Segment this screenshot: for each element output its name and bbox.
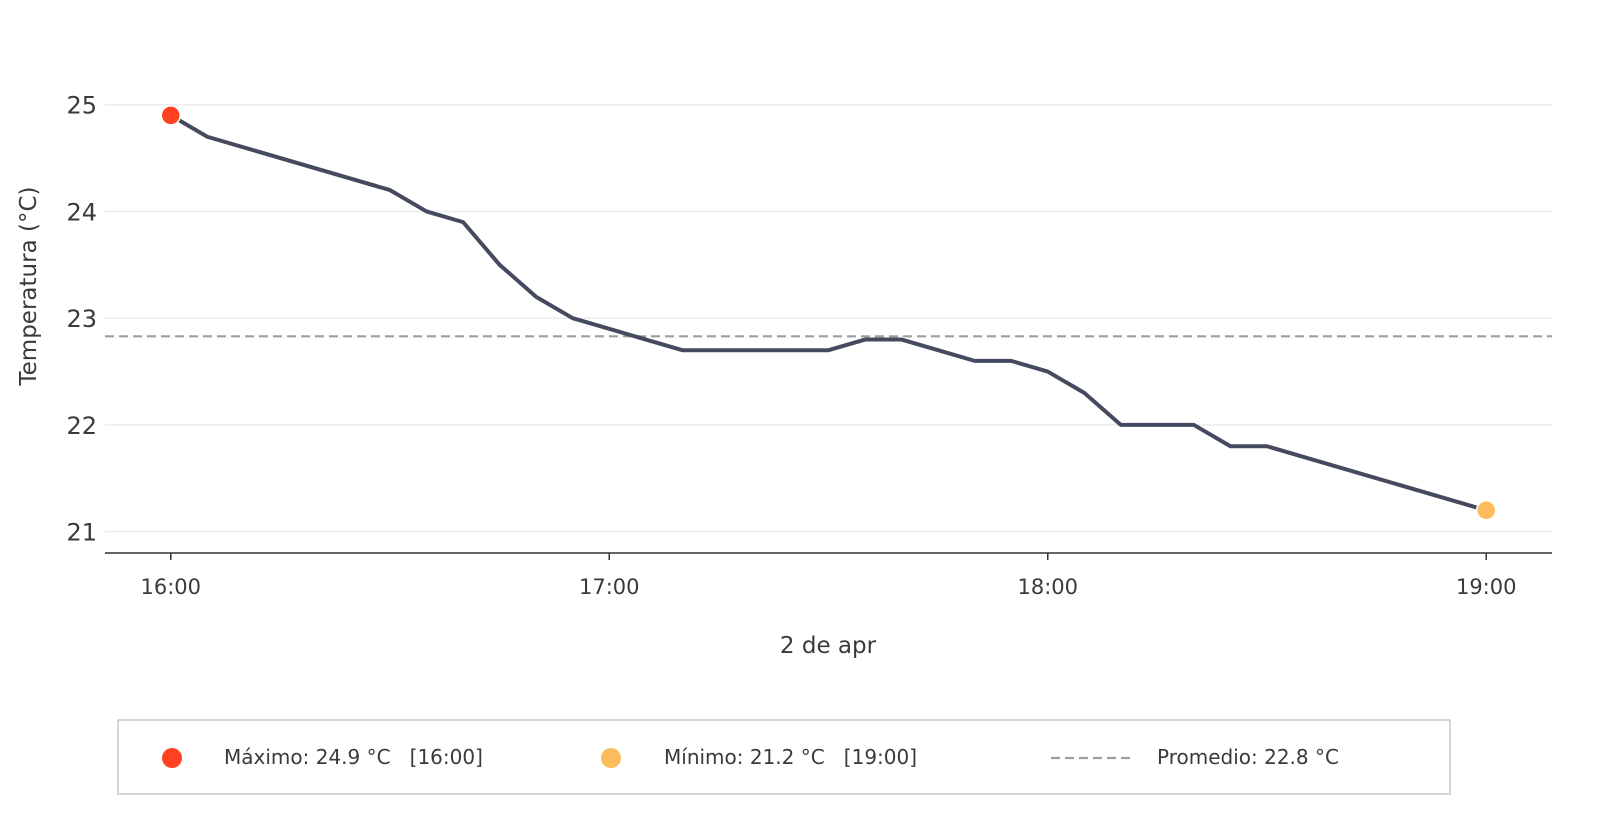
legend-max-label: Máximo: 24.9 °C [16:00] bbox=[224, 745, 483, 769]
gridlines bbox=[105, 103, 1552, 533]
legend: Máximo: 24.9 °C [16:00] Mínimo: 21.2 °C … bbox=[117, 719, 1451, 795]
legend-box bbox=[117, 719, 1451, 795]
legend-average-label: Promedio: 22.8 °C bbox=[1157, 745, 1339, 769]
legend-max-marker bbox=[162, 748, 182, 768]
y-axis-ticks: 21 22 23 24 25 bbox=[66, 92, 97, 547]
x-axis-ticks: 16:00 17:00 18:00 19:00 bbox=[141, 553, 1517, 599]
x-tick-label: 17:00 bbox=[579, 575, 640, 599]
y-axis-label: Temperatura (°C) bbox=[16, 187, 42, 387]
legend-min-label: Mínimo: 21.2 °C [19:00] bbox=[664, 745, 917, 769]
y-tick-label: 25 bbox=[66, 92, 97, 120]
x-tick-label: 16:00 bbox=[141, 575, 202, 599]
x-tick-label: 19:00 bbox=[1456, 575, 1517, 599]
legend-min-marker bbox=[601, 748, 621, 768]
y-tick-label: 23 bbox=[66, 305, 97, 333]
y-tick-label: 24 bbox=[66, 198, 97, 226]
y-tick-label: 22 bbox=[66, 412, 97, 440]
y-tick-label: 21 bbox=[66, 519, 97, 547]
max-marker bbox=[160, 105, 182, 126]
temperature-series-line bbox=[168, 113, 1489, 513]
min-marker bbox=[1475, 500, 1497, 521]
x-tick-label: 18:00 bbox=[1017, 575, 1078, 599]
x-axis-label: 2 de apr bbox=[780, 633, 877, 659]
